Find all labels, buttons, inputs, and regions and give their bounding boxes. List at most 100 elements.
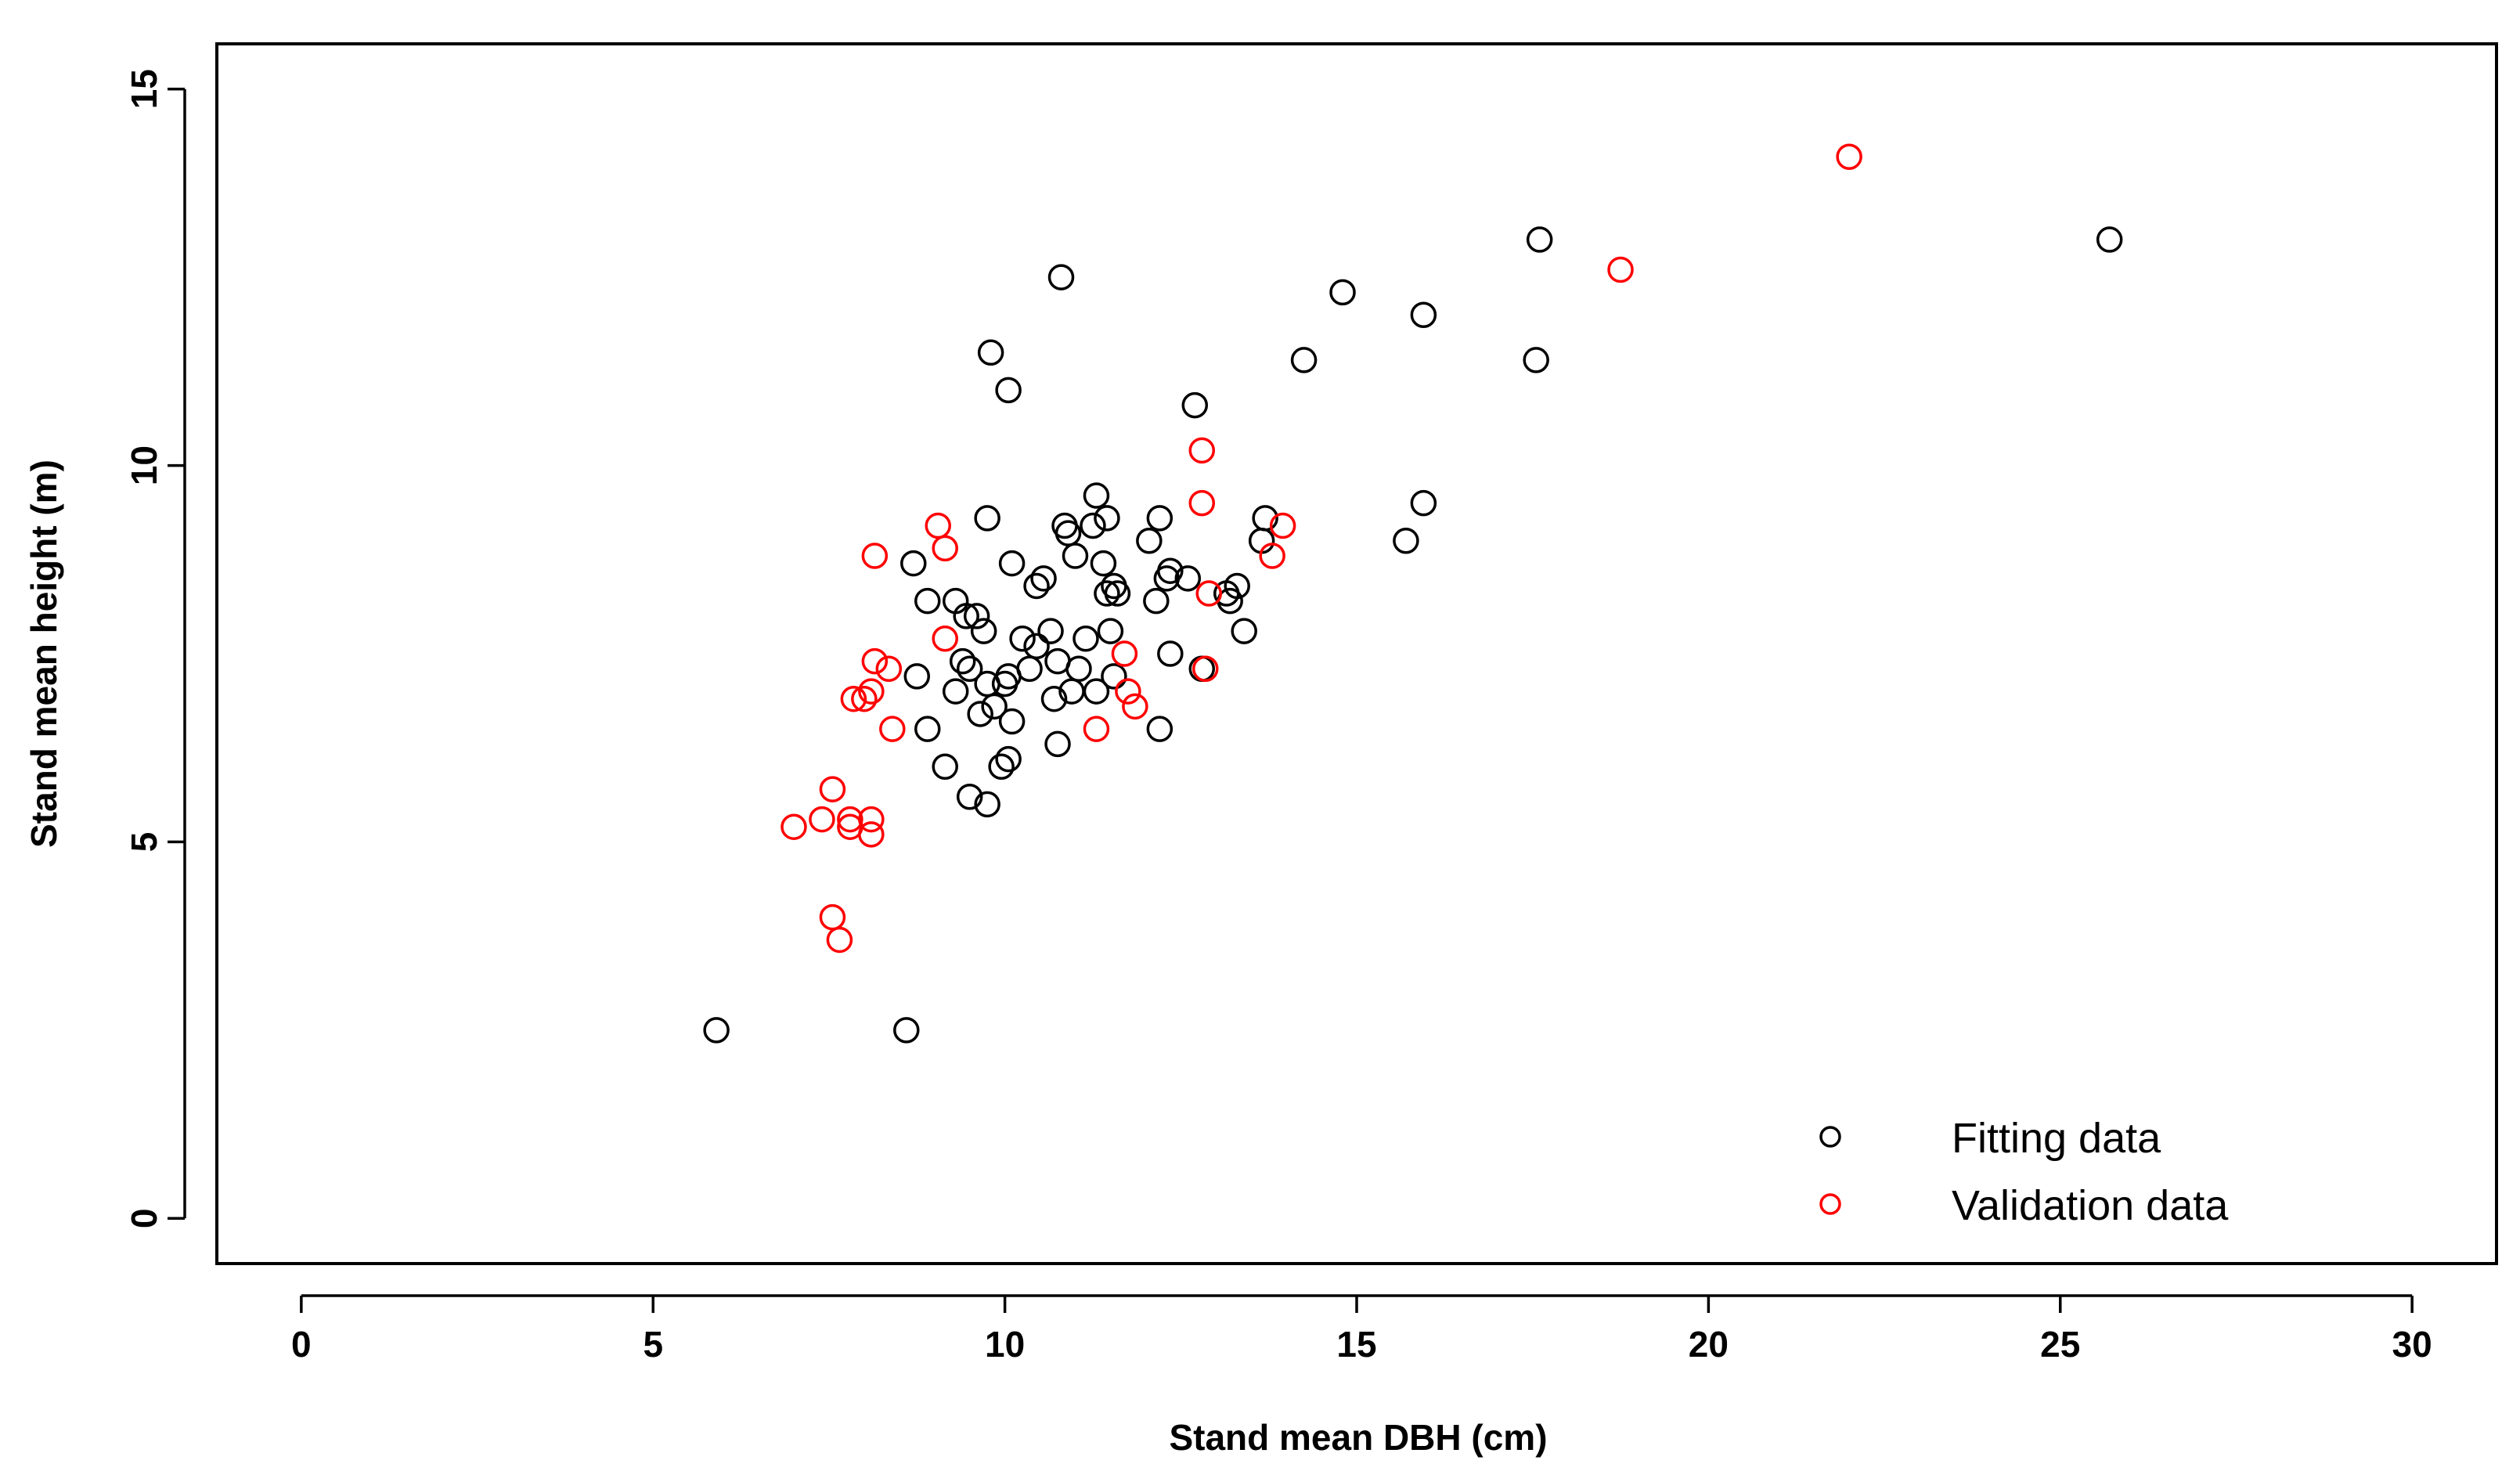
legend-marker-fitting (1819, 1126, 1841, 1148)
validation-point (819, 776, 846, 802)
validation-point (1269, 512, 1296, 539)
fitting-point (1329, 279, 1356, 306)
validation-point (840, 685, 867, 712)
fitting-point (949, 647, 976, 675)
fitting-point (1104, 580, 1131, 607)
fitting-point (998, 550, 1026, 577)
validation-point (858, 678, 885, 705)
fitting-point (1083, 678, 1110, 705)
fitting-point (1094, 580, 1120, 607)
validation-point (1111, 640, 1138, 667)
legend: Fitting data Validation data (1819, 1115, 2229, 1229)
x-tick-label: 10 (985, 1324, 1025, 1365)
validation-point (1607, 256, 1634, 283)
validation-point (932, 535, 958, 562)
fitting-point (1252, 505, 1278, 532)
fitting-point (914, 716, 941, 742)
x-tick-label: 0 (291, 1324, 312, 1365)
fitting-point (1009, 626, 1036, 652)
fitting-point (1136, 527, 1163, 554)
validation-point (1259, 543, 1285, 569)
plot-frame (215, 42, 2498, 1265)
fitting-point (967, 701, 993, 727)
fitting-point (1090, 550, 1117, 577)
validation-point (925, 512, 951, 539)
fitting-point (1094, 505, 1120, 532)
fitting-point (1097, 618, 1124, 644)
fitting-point (1143, 587, 1170, 615)
y-tick-label: 15 (124, 69, 164, 109)
validation-point (858, 821, 885, 848)
fitting-point (953, 603, 979, 629)
fitting-point (1224, 572, 1250, 600)
x-axis: 0 5 10 15 20 25 30 (291, 1294, 2432, 1365)
validation-point (837, 806, 863, 833)
validation-point (819, 903, 846, 931)
fitting-point (1073, 626, 1099, 652)
fitting-point (998, 708, 1026, 735)
fitting-point (1146, 716, 1173, 742)
fitting-point (900, 550, 927, 577)
fitting-point (995, 745, 1022, 773)
fitting-point (1030, 565, 1057, 592)
fitting-point (1290, 347, 1318, 373)
fitting-point (893, 1017, 920, 1044)
fitting-point (2096, 226, 2123, 253)
fitting-point (1080, 512, 1106, 539)
fitting-point (974, 505, 1000, 532)
validation-point (932, 626, 958, 652)
fitting-point (1047, 264, 1075, 290)
fitting-point (942, 678, 969, 705)
fitting-point (1181, 391, 1209, 419)
fitting-point (1523, 347, 1549, 373)
legend-marker-validation (1819, 1193, 1841, 1215)
fitting-point (1055, 520, 1082, 546)
fitting-point (1157, 640, 1184, 667)
y-tick-label: 5 (124, 832, 164, 853)
fitting-point (1393, 527, 1419, 554)
y-axis-title: Stand mean height (m) (23, 460, 64, 848)
fitting-point (1044, 730, 1071, 758)
fitting-point (1174, 565, 1202, 592)
validation-point (1188, 437, 1216, 464)
x-tick-label: 25 (2040, 1324, 2080, 1365)
x-axis-title: Stand mean DBH (cm) (1169, 1417, 1547, 1458)
fitting-point (1410, 489, 1437, 517)
validation-point (1122, 693, 1148, 720)
fitting-point (1083, 482, 1110, 509)
fitting-point (903, 663, 931, 690)
fitting-point (1410, 301, 1437, 328)
validation-point (1115, 678, 1141, 705)
y-tick-label: 10 (124, 445, 164, 485)
x-tick-label: 5 (643, 1324, 663, 1365)
fitting-point (1101, 663, 1127, 690)
fitting-point (1023, 572, 1050, 600)
validation-point (851, 685, 878, 712)
fitting-point (1062, 543, 1089, 569)
fitting-point (1016, 655, 1043, 682)
legend-label-fitting: Fitting data (1952, 1115, 2161, 1162)
fitting-point (995, 377, 1022, 404)
x-tick-label: 20 (1689, 1324, 1729, 1365)
fitting-point (974, 791, 1000, 818)
fitting-point (1065, 655, 1092, 682)
validation-point (1188, 489, 1216, 517)
legend-label-validation: Validation data (1952, 1182, 2229, 1229)
fitting-point (914, 587, 941, 615)
fitting-point (932, 753, 958, 781)
validation-point (826, 926, 853, 954)
fitting-point (963, 603, 990, 629)
validation-point (858, 806, 885, 833)
validation-point (1195, 580, 1223, 607)
fitting-point (956, 783, 983, 810)
validation-point (861, 543, 889, 569)
fitting-point (1023, 633, 1050, 660)
y-tick-label: 0 (124, 1208, 164, 1228)
fitting-point (988, 753, 1015, 781)
fitting-point (956, 655, 983, 682)
validation-point (861, 647, 889, 675)
fitting-point (977, 339, 1004, 366)
fitting-point (703, 1017, 730, 1044)
x-tick-label: 15 (1336, 1324, 1376, 1365)
